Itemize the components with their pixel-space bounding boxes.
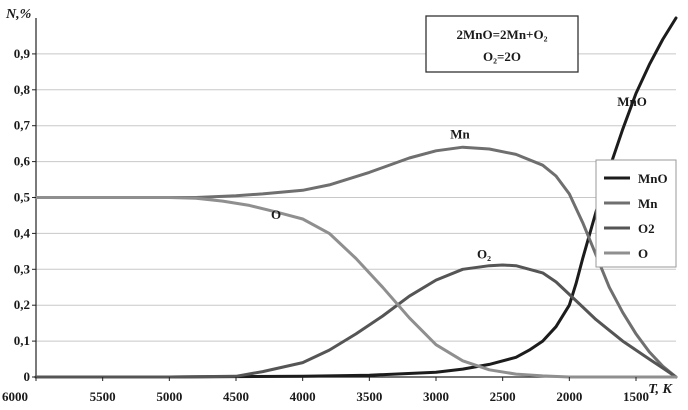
y-tick-label: 0 [24,369,31,384]
y-tick-label: 0,5 [14,190,31,205]
legend: MnO Mn O2 O [595,159,677,268]
legend-label: O2 [638,221,655,236]
equation-2: O₂=2O [483,49,521,64]
legend-label: O [638,246,648,261]
y-tick-label: 0,4 [14,225,31,240]
y-tick-label: 0,7 [14,118,31,133]
y-tick-label: 0,2 [14,297,30,312]
x-tick-label: 5000 [156,389,182,404]
x-tick-label: 3500 [356,389,382,404]
equation-box-frame [425,15,579,73]
series-line-mn [34,145,678,379]
x-tick-label: 3000 [423,389,449,404]
series-line-mno [34,16,678,379]
x-tick-label: 6000 [2,389,28,404]
curve-label: MnO [617,94,647,109]
x-tick-label: 5500 [90,389,116,404]
x-tick-label: 2500 [490,389,516,404]
legend-label: Mn [638,196,658,211]
y-tick-label: 0,1 [14,333,30,348]
tick-labels: 0 0,1 0,2 0,3 0,4 0,5 0,6 0,7 0,8 0,9 6000 5500 5000… [2,46,649,404]
y-tick-label: 0,3 [14,261,31,276]
x-tick-label: 2000 [556,389,582,404]
x-tick-label: 1500 [623,389,649,404]
series-line-o2 [34,263,678,379]
curve-label: Mn [450,126,470,141]
series-lines [34,16,678,379]
equation-box: 2MnO=2Mn+O₂ O₂=2O [425,15,579,73]
y-tick-label: 0,9 [14,46,31,61]
legend-label: MnO [638,171,668,186]
x-tick-label: 4500 [223,389,249,404]
y-axis-label: N,% [5,7,31,22]
curve-label: O [271,207,281,222]
y-tick-label: 0,8 [14,82,31,97]
x-axis-label: T, K [648,382,673,397]
y-tick-label: 0,6 [14,154,31,169]
series-line-o [34,196,678,379]
curve-label: O₂ [477,247,491,262]
equation-1: 2MnO=2Mn+O₂ [457,27,548,42]
x-tick-label: 4000 [290,389,316,404]
